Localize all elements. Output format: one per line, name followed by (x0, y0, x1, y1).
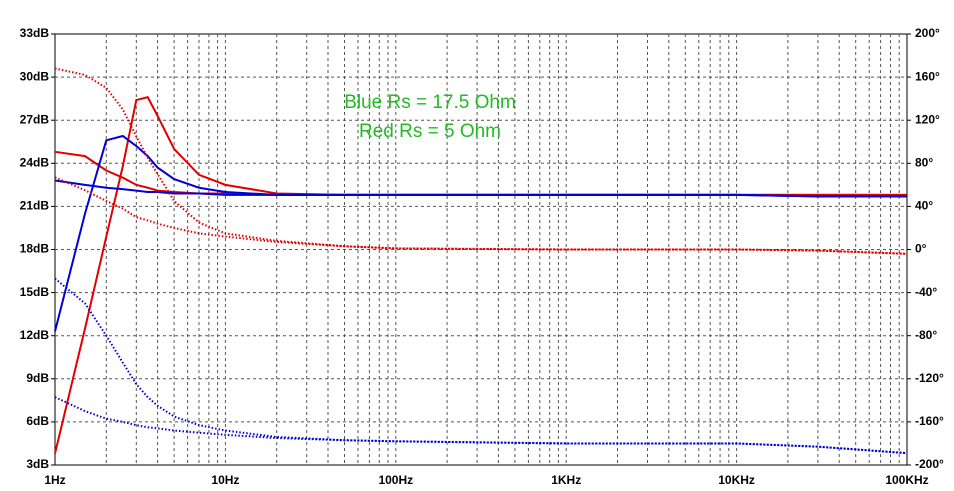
y2-tick-label: 200° (915, 26, 940, 40)
y-tick-label: 18dB (20, 242, 50, 256)
y2-tick-label: -200° (915, 457, 944, 471)
magnitude-line (54, 134, 907, 332)
y2-tick-label: -80° (915, 328, 937, 342)
y-tick-label: 24dB (20, 155, 50, 169)
y2-tick-label: 0° (915, 242, 927, 256)
y2-tick-label: 80° (915, 155, 933, 169)
y2-tick-label: -160° (915, 414, 944, 428)
phase-line (54, 67, 908, 255)
phase-line (54, 396, 908, 455)
x-tick-label: 10KHz (718, 473, 755, 487)
y-tick-label: 3dB (26, 457, 49, 471)
y2-tick-label: -40° (915, 285, 937, 299)
y-tick-label: 6dB (26, 414, 49, 428)
x-tick-label: 100Hz (378, 473, 413, 487)
y2-tick-label: 120° (915, 112, 940, 126)
y-tick-label: 27dB (20, 112, 50, 126)
phase-line (54, 277, 908, 455)
x-tick-label: 1KHz (551, 473, 581, 487)
magnitude-line (54, 96, 907, 454)
x-tick-label: 1Hz (44, 473, 65, 487)
y-tick-label: 15dB (20, 285, 50, 299)
y2-tick-label: -120° (915, 371, 944, 385)
phase-line (54, 176, 908, 255)
y-tick-label: 12dB (20, 328, 50, 342)
y2-tick-label: 160° (915, 69, 940, 83)
annotation: Blue Rs = 17.5 Ohm (344, 92, 516, 113)
x-tick-label: 100KHz (885, 473, 928, 487)
series-group (54, 67, 908, 455)
y-tick-label: 30dB (20, 69, 50, 83)
y-tick-label: 21dB (20, 199, 50, 213)
x-tick-label: 10Hz (211, 473, 239, 487)
magnitude-line (54, 179, 907, 198)
y2-tick-label: 40° (915, 199, 933, 213)
annotation: Red Rs = 5 Ohm (359, 121, 501, 142)
y-tick-label: 9dB (26, 371, 49, 385)
y-tick-label: 33dB (20, 26, 50, 40)
